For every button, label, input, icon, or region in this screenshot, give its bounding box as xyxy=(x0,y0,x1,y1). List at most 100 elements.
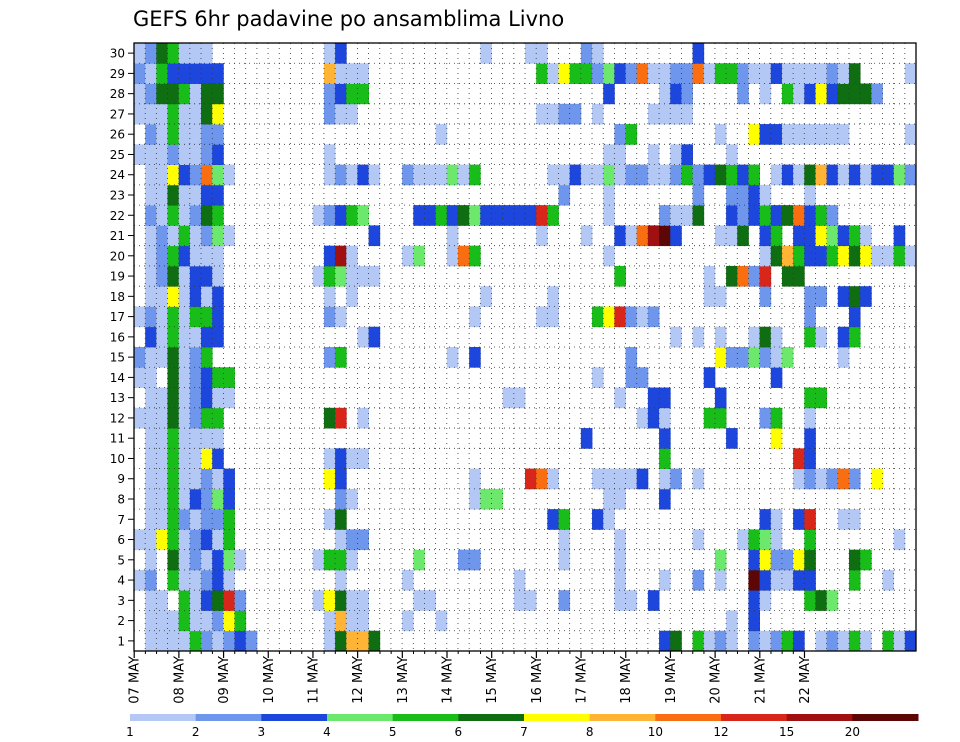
heatmap-cell xyxy=(603,245,615,267)
heatmap-cell xyxy=(826,225,839,247)
heatmap-cell xyxy=(737,184,749,206)
colorbar-segment xyxy=(721,714,788,721)
heatmap-cell xyxy=(592,103,604,125)
y-tick-label: 13 xyxy=(110,391,125,405)
heatmap-cell xyxy=(592,367,604,388)
heatmap-cell xyxy=(145,509,157,530)
x-axis-ticks: 07 MAY 08 MAY 09 MAY 10 MAY 11 MAY 12 MAY 13 M… xyxy=(128,651,813,704)
heatmap-cell xyxy=(904,164,917,186)
colorbar-label: 2 xyxy=(192,725,200,739)
heatmap-cell xyxy=(178,610,191,632)
heatmap-cell xyxy=(569,103,582,125)
heatmap-cell xyxy=(614,225,626,247)
heatmap-cell xyxy=(759,245,772,267)
heatmap-cell xyxy=(312,205,325,226)
y-tick-label: 16 xyxy=(110,330,125,344)
heatmap-cell xyxy=(167,448,180,469)
heatmap-cell xyxy=(134,529,146,551)
heatmap-cell xyxy=(212,407,224,429)
y-tick-label: 29 xyxy=(110,67,125,81)
heatmap-cell xyxy=(759,184,772,206)
heatmap-cell xyxy=(882,245,895,267)
heatmap-cell xyxy=(703,286,716,307)
x-tick-label: 16 MAY xyxy=(530,656,545,704)
heatmap-cell xyxy=(904,124,917,145)
heatmap-cell xyxy=(435,124,448,145)
heatmap-cell xyxy=(145,326,157,348)
heatmap-cell xyxy=(167,549,180,571)
heatmap-cell xyxy=(234,610,247,632)
heatmap-cell xyxy=(647,306,660,328)
heatmap-cell xyxy=(212,326,224,348)
heatmap-cell xyxy=(580,43,593,64)
heatmap-cell xyxy=(815,326,828,348)
heatmap-cell xyxy=(804,407,816,429)
heatmap-cell xyxy=(189,306,202,328)
heatmap-cell xyxy=(491,488,504,510)
heatmap-cell xyxy=(346,448,358,469)
heatmap-cell xyxy=(580,164,593,186)
heatmap-cell xyxy=(636,367,649,388)
heatmap-cell xyxy=(882,630,895,652)
heatmap-cell xyxy=(167,184,180,206)
heatmap-cell xyxy=(201,43,213,64)
heatmap-cell xyxy=(871,245,883,267)
heatmap-cell xyxy=(335,347,347,368)
heatmap-cell xyxy=(860,83,872,105)
heatmap-cell xyxy=(212,265,224,287)
heatmap-cell xyxy=(748,326,760,348)
heatmap-cell xyxy=(189,286,202,307)
heatmap-cell xyxy=(502,387,515,409)
heatmap-cell xyxy=(770,225,783,247)
heatmap-cell xyxy=(748,184,760,206)
heatmap-cell xyxy=(357,407,369,429)
heatmap-cell xyxy=(580,428,593,449)
heatmap-cell xyxy=(323,347,336,368)
heatmap-cell xyxy=(737,164,749,186)
heatmap-cell xyxy=(189,367,202,388)
heatmap-cell xyxy=(748,63,760,84)
heatmap-cell xyxy=(759,225,772,247)
heatmap-cell xyxy=(469,164,481,186)
y-tick-label: 12 xyxy=(110,411,125,425)
colorbar-label: 12 xyxy=(713,725,728,739)
heatmap-cell xyxy=(804,63,816,84)
heatmap-cell xyxy=(212,630,224,652)
heatmap-cell xyxy=(189,144,202,165)
heatmap-cell xyxy=(189,509,202,530)
x-tick-label: 22 MAY xyxy=(798,656,813,704)
heatmap-cell xyxy=(804,590,816,611)
heatmap-cell xyxy=(592,509,604,530)
heatmap-cell xyxy=(714,326,727,348)
heatmap-cell xyxy=(212,205,224,226)
heatmap-cell xyxy=(335,569,347,591)
heatmap-cell xyxy=(167,144,180,165)
heatmap-cell xyxy=(346,286,358,307)
heatmap-cell xyxy=(625,347,638,368)
heatmap-cell xyxy=(212,225,224,247)
heatmap-cell xyxy=(759,326,772,348)
heatmap-cell xyxy=(167,428,180,449)
heatmap-cell xyxy=(804,225,816,247)
heatmap-cell xyxy=(145,164,157,186)
heatmap-cell xyxy=(201,448,213,469)
heatmap-cell xyxy=(860,164,872,186)
y-tick-label: 5 xyxy=(117,553,125,567)
heatmap-cell xyxy=(770,205,783,226)
heatmap-cell xyxy=(793,549,805,571)
heatmap-cell xyxy=(134,83,146,105)
heatmap-cell xyxy=(212,610,224,632)
heatmap-cell xyxy=(323,306,336,328)
heatmap-cell xyxy=(770,549,783,571)
heatmap-cell xyxy=(335,610,347,632)
heatmap-cell xyxy=(167,610,180,632)
heatmap-cell xyxy=(178,124,191,145)
heatmap-cell xyxy=(815,286,828,307)
heatmap-cell xyxy=(625,164,638,186)
heatmap-cell xyxy=(625,225,638,247)
y-tick-label: 25 xyxy=(110,148,125,162)
heatmap-cell xyxy=(323,83,336,105)
heatmap-cell xyxy=(703,407,716,429)
heatmap-cell xyxy=(547,103,559,125)
heatmap-cell xyxy=(670,83,682,105)
